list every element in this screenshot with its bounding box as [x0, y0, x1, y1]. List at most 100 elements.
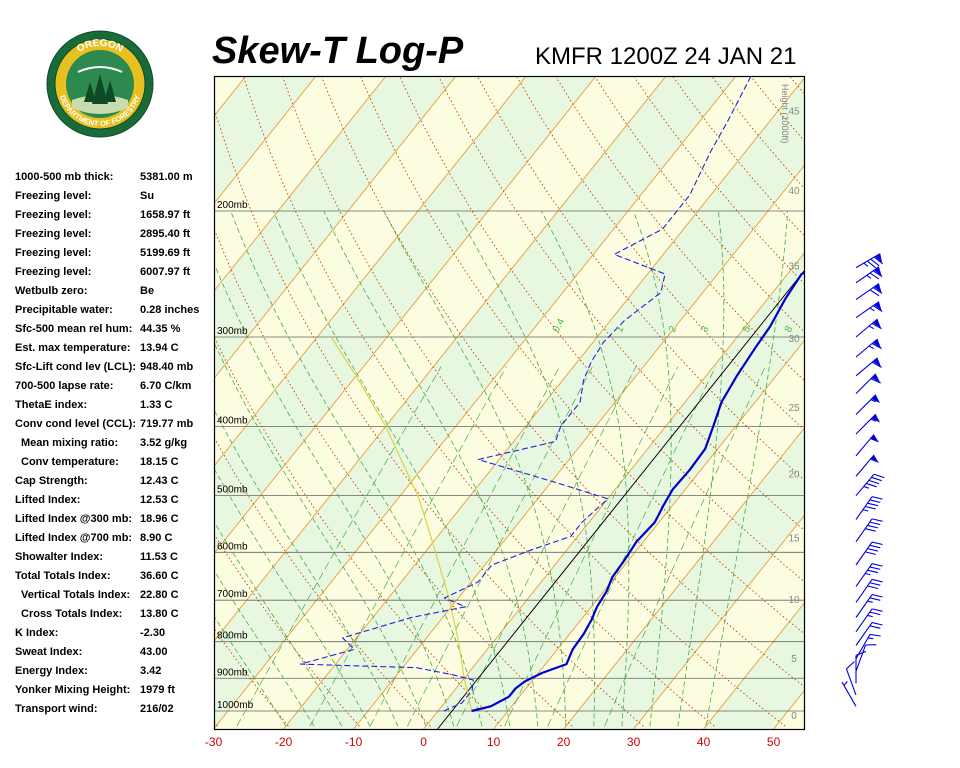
index-row: Mean mixing ratio: 3.52 g/kg	[15, 434, 215, 453]
station-time-label: KMFR 1200Z 24 JAN 21	[535, 43, 797, 70]
logo-top-text: OREGON	[75, 38, 125, 55]
moist-adiabat	[215, 469, 371, 727]
pressure-label: 600mb	[217, 541, 248, 552]
height-tick-label: 10	[788, 595, 800, 606]
height-tick-label: 40	[788, 186, 800, 197]
mixing-ratio-label: 3	[699, 324, 712, 334]
mixing-ratio-label: 2	[667, 324, 680, 334]
wind-barb	[855, 454, 879, 477]
index-row: Lifted Index @700 mb: 8.90 C	[15, 529, 215, 548]
wind-barb	[855, 622, 883, 646]
pressure-label: 300mb	[217, 326, 248, 337]
isotherm-band	[0, 77, 35, 729]
x-tick-label: 0	[420, 735, 427, 749]
height-axis-label: Height (1000ft)	[780, 84, 790, 144]
index-row: Lifted Index @300 mb: 18.96 C	[15, 510, 215, 529]
wind-barb	[855, 413, 881, 435]
chart-title: Skew-T Log-P	[212, 30, 464, 72]
index-label: 700-500 lapse rate:	[15, 380, 114, 392]
isotherm-band	[215, 77, 246, 115]
index-label: Lifted Index:	[15, 494, 81, 506]
index-value: 11.53 C	[140, 551, 178, 563]
isotherm-band	[844, 77, 960, 729]
dewpoint-trace	[299, 77, 752, 712]
wind-barb	[855, 283, 883, 301]
mixing-ratio-line	[604, 366, 766, 727]
reference-skew-line	[437, 270, 804, 729]
dry-adiabat	[801, 0, 960, 726]
mixing-ratio-label: 1	[614, 324, 627, 334]
index-value: 2895.40 ft	[140, 228, 191, 240]
moist-adiabat	[455, 210, 595, 727]
wind-barb	[855, 496, 883, 520]
index-value: 1658.97 ft	[140, 209, 191, 221]
dry-adiabat	[215, 230, 573, 727]
index-row: Freezing level: Su	[15, 187, 215, 206]
isotherm-line	[0, 77, 35, 729]
dry-adiabat	[555, 77, 804, 381]
index-label: Conv cond level (CCL):	[15, 418, 137, 430]
isotherm-line	[0, 77, 175, 729]
isotherm-line	[633, 515, 804, 729]
index-value: 3.42	[140, 665, 162, 677]
wind-barb	[855, 633, 881, 659]
isotherm-line	[493, 340, 804, 729]
dry-adiabat	[0, 0, 146, 726]
pressure-label: 500mb	[217, 485, 248, 496]
moist-adiabat	[215, 343, 427, 727]
index-value: 13.80 C	[140, 608, 179, 620]
wind-barb	[855, 318, 882, 338]
wind-barb	[855, 518, 883, 543]
index-row: ThetaE index: 1.33 C	[15, 396, 215, 415]
index-label: Freezing level:	[15, 228, 92, 240]
wind-barb	[855, 434, 879, 457]
index-label: Conv temperature:	[21, 456, 119, 468]
wind-barb	[855, 338, 882, 358]
moist-adiabat	[215, 410, 399, 727]
height-tick-label: 15	[788, 533, 800, 544]
index-row: Sfc-500 mean rel hum: 44.35 %	[15, 320, 215, 339]
index-label: Sweat Index:	[15, 646, 83, 658]
x-tick-label: -20	[275, 735, 293, 749]
wind-barb	[855, 644, 877, 672]
isotherm-line	[563, 427, 804, 729]
isotherm-line	[215, 77, 666, 641]
temperature-trace	[471, 271, 804, 713]
pressure-label: 200mb	[217, 200, 248, 211]
wind-barbs	[841, 253, 885, 707]
wind-barb	[855, 357, 882, 377]
x-tick-label: 20	[557, 735, 571, 749]
index-row: Freezing level: 6007.97 ft	[15, 263, 215, 282]
isotherm-line	[215, 77, 736, 728]
index-row: Freezing level: 2895.40 ft	[15, 225, 215, 244]
oregon-department-of-forestry-logo: OREGON DEPARTMENT OF FORESTRY	[46, 30, 154, 138]
index-label: Energy Index:	[15, 665, 88, 677]
x-tick-label: 10	[487, 735, 501, 749]
mixing-ratio-line	[236, 366, 442, 727]
plot-frame	[213, 75, 806, 731]
index-label: Lifted Index @300 mb:	[15, 513, 133, 525]
index-value: Be	[140, 285, 155, 297]
isotherm-band	[914, 77, 960, 729]
index-label: Freezing level:	[15, 266, 92, 278]
wind-barb	[855, 301, 883, 319]
index-label: Total Totals Index:	[15, 570, 111, 582]
moist-adiabat	[677, 210, 725, 727]
index-row: Precipitable water: 0.28 inches	[15, 301, 215, 320]
index-row: Sfc-Lift cond lev (LCL): 948.40 mb	[15, 358, 215, 377]
wind-barb	[855, 266, 883, 284]
index-row: Est. max temperature: 13.94 C	[15, 339, 215, 358]
isotherm-line	[215, 77, 456, 378]
pressure-label: 700mb	[217, 589, 248, 600]
mixing-ratio-line	[547, 366, 716, 727]
index-row: Total Totals Index: 36.60 C	[15, 567, 215, 586]
moist-adiabat	[633, 210, 672, 727]
index-value: 6.70 C/km	[140, 380, 192, 392]
isotherm-line	[215, 77, 246, 116]
wind-barb	[855, 578, 883, 603]
wind-barb	[855, 473, 885, 497]
dry-adiabat	[215, 722, 218, 727]
mixing-ratio-label: 8	[783, 324, 796, 334]
index-row: Conv temperature: 18.15 C	[15, 453, 215, 472]
